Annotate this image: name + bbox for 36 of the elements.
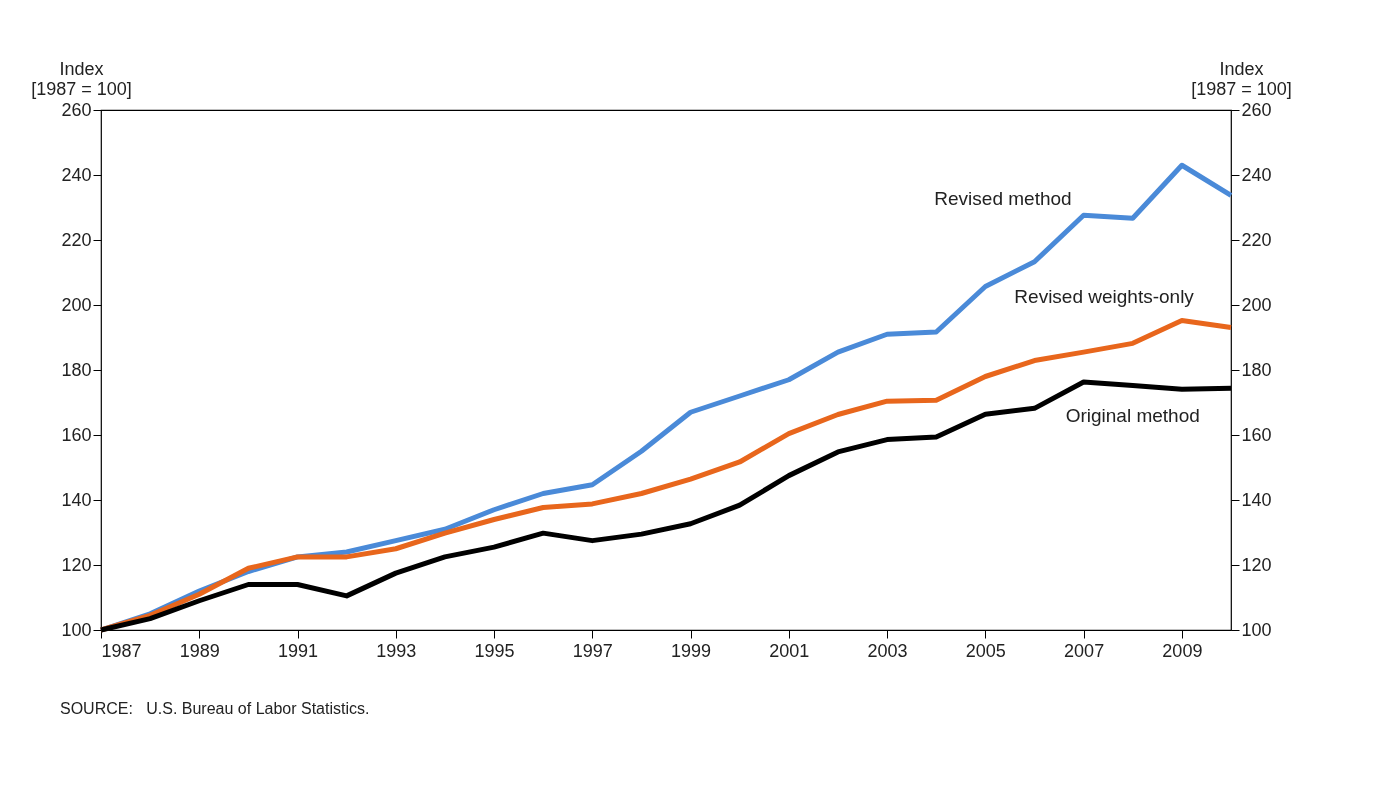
y-tick-label: 260 [61, 99, 92, 120]
x-tick-label: 1997 [572, 640, 613, 661]
x-tick-label: 2001 [769, 640, 810, 661]
y2-axis-title: Index [1987 = 100] [1191, 58, 1292, 99]
y-tick-label: 200 [61, 294, 92, 315]
series-label: Revised weights-only [1014, 285, 1195, 307]
y2-tick-label: 100 [1241, 619, 1272, 640]
x-tick-label: 2005 [965, 640, 1006, 661]
series-label: Revised method [934, 188, 1072, 210]
y2-tick-label: 220 [1241, 229, 1272, 250]
x-tick-label: 1991 [278, 640, 319, 661]
x-tick-label: 1993 [376, 640, 417, 661]
series-label: Original method [1065, 404, 1200, 426]
y2-tick-label: 120 [1241, 554, 1272, 575]
x-tick-label: 1989 [179, 640, 220, 661]
source-note: SOURCE: U.S. Bureau of Labor Statistics. [60, 700, 370, 718]
y2-tick-label: 140 [1241, 489, 1272, 510]
y-tick-label: 100 [61, 619, 92, 640]
y2-tick-label: 180 [1241, 359, 1272, 380]
y-tick-label: 140 [61, 489, 92, 510]
y2-tick-label: 160 [1241, 424, 1272, 445]
x-tick-label: 2009 [1162, 640, 1203, 661]
y2-tick-label: 200 [1241, 294, 1272, 315]
y-tick-label: 240 [61, 164, 92, 185]
x-tick-label: 1999 [671, 640, 712, 661]
x-tick-label: 2007 [1064, 640, 1105, 661]
y-tick-label: 180 [61, 359, 92, 380]
y-tick-label: 220 [61, 229, 92, 250]
x-tick-label: 1995 [474, 640, 515, 661]
y-tick-label: 120 [61, 554, 92, 575]
y-axis-title: Index [1987 = 100] [31, 58, 132, 99]
y2-tick-label: 260 [1241, 99, 1272, 120]
x-tick-label: 2003 [867, 640, 908, 661]
y2-tick-label: 240 [1241, 164, 1272, 185]
x-tick-label: 1987 [101, 640, 142, 661]
y-tick-label: 160 [61, 424, 92, 445]
